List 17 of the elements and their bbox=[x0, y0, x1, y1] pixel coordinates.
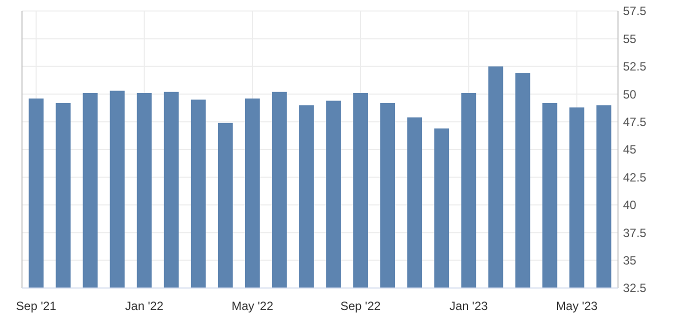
x-tick-label: May '23 bbox=[556, 299, 598, 313]
y-tick-label: 45 bbox=[623, 142, 637, 157]
x-tick-label: Jan '22 bbox=[125, 299, 164, 313]
x-tick-label: Sep '21 bbox=[16, 299, 57, 313]
y-tick-label: 37.5 bbox=[623, 226, 647, 240]
x-tick-label: Jan '23 bbox=[450, 299, 488, 313]
y-tick-label: 57.5 bbox=[623, 4, 647, 18]
x-tick-label: May '22 bbox=[232, 299, 274, 313]
y-tick-label: 32.5 bbox=[623, 281, 647, 296]
y-tick-label: 47.5 bbox=[623, 115, 647, 129]
y-tick-label: 52.5 bbox=[623, 60, 647, 74]
y-tick-label: 55 bbox=[623, 32, 637, 46]
y-tick-label: 42.5 bbox=[623, 170, 647, 184]
y-tick-label: 35 bbox=[623, 254, 637, 268]
y-tick-label: 40 bbox=[623, 198, 637, 212]
x-tick-label: Sep '22 bbox=[340, 299, 382, 313]
y-tick-label: 50 bbox=[623, 87, 637, 102]
